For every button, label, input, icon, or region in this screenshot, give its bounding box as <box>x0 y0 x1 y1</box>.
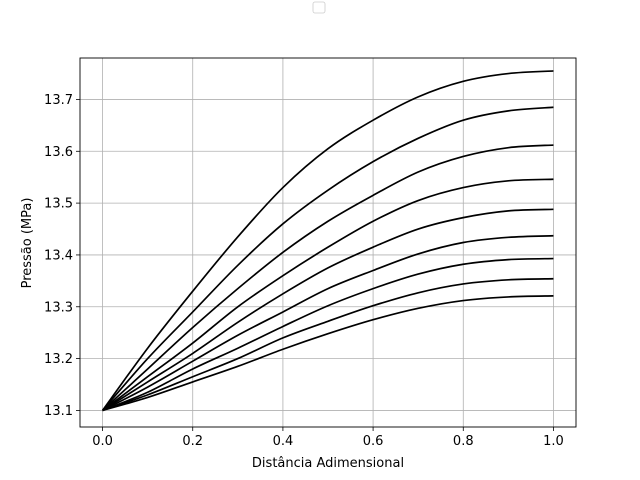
x-tick-label: 1.0 <box>543 434 564 449</box>
series-line-5 <box>102 208 554 412</box>
x-axis-ticks: 0.0 0.2 0.4 0.6 0.8 1.0 <box>92 427 564 449</box>
y-tick-label: 13.4 <box>44 248 73 263</box>
series-line-1 <box>101 70 554 411</box>
x-tick-label: 0.6 <box>363 434 384 449</box>
y-tick-label: 13.5 <box>44 197 73 212</box>
series-line-7 <box>102 257 554 412</box>
plot-area-frame <box>79 57 577 428</box>
grid <box>80 58 576 427</box>
y-tick-label: 13.3 <box>44 300 73 315</box>
series-line-4 <box>102 178 554 412</box>
x-tick-label: 0.8 <box>453 434 474 449</box>
legend-empty-box <box>312 1 326 14</box>
y-tick-label: 13.6 <box>44 145 73 160</box>
y-tick-label: 13.2 <box>44 352 73 367</box>
series-line-9 <box>102 295 554 412</box>
x-tick-label: 0.4 <box>273 434 294 449</box>
series-group <box>101 70 554 412</box>
y-tick-label: 13.1 <box>44 404 73 419</box>
series-line-3 <box>101 144 554 412</box>
x-tick-label: 0.0 <box>92 434 113 449</box>
y-tick-label: 13.7 <box>44 93 73 108</box>
y-axis-label: Pressão (MPa) <box>20 198 35 289</box>
x-tick-label: 0.2 <box>182 434 203 449</box>
series-line-2 <box>101 106 554 411</box>
series-line-8 <box>102 277 554 412</box>
y-axis-ticks: 13.1 13.2 13.3 13.4 13.5 13.6 13.7 <box>44 93 80 419</box>
series-line-6 <box>102 234 554 412</box>
x-axis-label: Distância Adimensional <box>252 456 404 471</box>
